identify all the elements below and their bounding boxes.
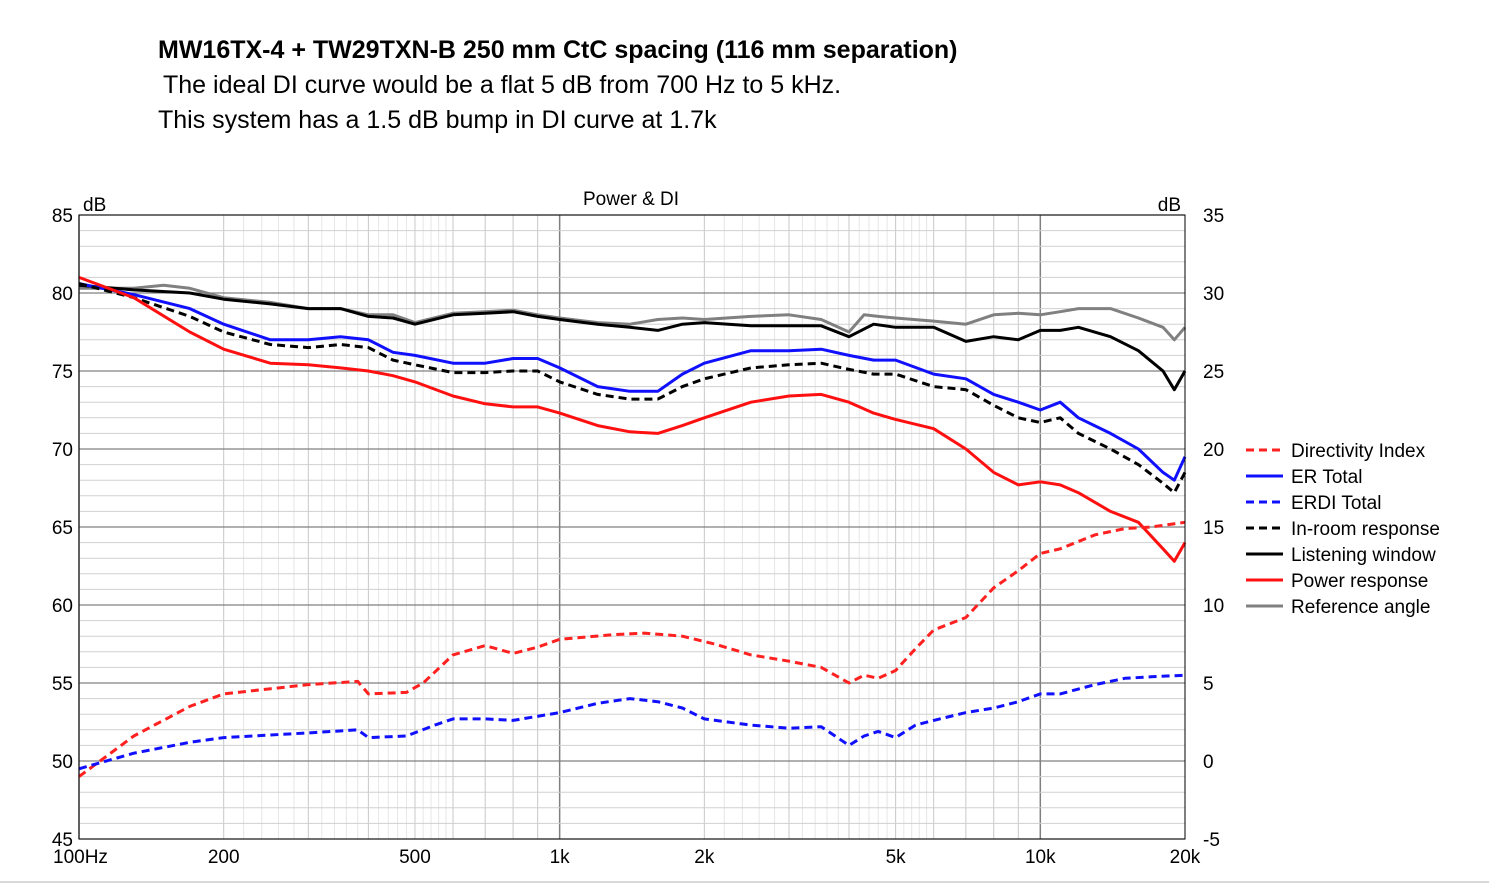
x-tick-label: 200 — [208, 847, 240, 868]
x-tick-label: 1k — [550, 847, 571, 868]
series-listening-window — [78, 283, 1187, 392]
legend-label: Listening window — [1291, 545, 1436, 566]
series-power-response — [78, 275, 1187, 563]
legend: Directivity Index ER Total ERDI Total In-ro… — [1246, 441, 1440, 618]
legend-label: Directivity Index — [1291, 441, 1426, 462]
y-tick-label-right: 15 — [1203, 518, 1224, 539]
y-tick-label-right: 0 — [1203, 752, 1214, 773]
legend-label: Reference angle — [1291, 597, 1430, 618]
legend-label: ERDI Total — [1291, 493, 1381, 514]
series-directivity-index — [78, 520, 1186, 778]
x-tick-label: 5k — [886, 847, 907, 868]
series-erdi-total — [78, 673, 1186, 771]
y-axis-label-right: dB — [1158, 195, 1181, 216]
y-tick-label-left: 80 — [52, 284, 73, 305]
divider — [0, 881, 1489, 883]
y-tick-label-left: 55 — [52, 674, 73, 695]
x-tick-label: 2k — [694, 847, 715, 868]
y-tick-label-right: 5 — [1203, 674, 1214, 695]
y-tick-label-right: 35 — [1203, 206, 1224, 227]
y-tick-label-right: 30 — [1203, 284, 1224, 305]
y-axis-label-left: dB — [83, 195, 106, 216]
series-er-total — [78, 282, 1187, 482]
subtitle-bump-note: This system has a 1.5 dB bump in DI curv… — [158, 106, 717, 134]
legend-label: Power response — [1291, 571, 1428, 592]
y-tick-label-left: 50 — [52, 752, 73, 773]
legend-label: In-room response — [1291, 519, 1440, 540]
y-tick-label-right: 25 — [1203, 362, 1224, 383]
plot-frame — [78, 214, 1186, 840]
x-tick-label: 500 — [399, 847, 431, 868]
header: MW16TX-4 + TW29TXN-B 250 mm CtC spacing … — [158, 32, 958, 138]
series-lines — [78, 275, 1187, 778]
y-tick-label-left: 65 — [52, 518, 73, 539]
chart-title: Power & DI — [583, 189, 679, 210]
y-tick-label-left: 60 — [52, 596, 73, 617]
x-tick-label: 100Hz — [53, 847, 108, 868]
subtitle-ideal-di: The ideal DI curve would be a flat 5 dB … — [163, 71, 842, 99]
y-tick-label-right: 10 — [1203, 596, 1224, 617]
axis-ticks: 100Hz 200 500 1k 2k 5k 10k 20k85807570656055504… — [52, 206, 1224, 868]
y-tick-label-left: 85 — [52, 206, 73, 227]
page-title: MW16TX-4 + TW29TXN-B 250 mm CtC spacing … — [158, 36, 958, 64]
y-tick-label-right: -5 — [1203, 830, 1220, 851]
x-tick-label: 20k — [1170, 847, 1201, 868]
y-tick-label-left: 70 — [52, 440, 73, 461]
x-tick-label: 10k — [1025, 847, 1056, 868]
y-tick-label-left: 45 — [52, 830, 73, 851]
grid — [78, 214, 1186, 840]
y-tick-label-left: 75 — [52, 362, 73, 383]
legend-label: ER Total — [1291, 467, 1362, 488]
series-in-room-response — [78, 282, 1187, 495]
y-tick-label-right: 20 — [1203, 440, 1224, 461]
